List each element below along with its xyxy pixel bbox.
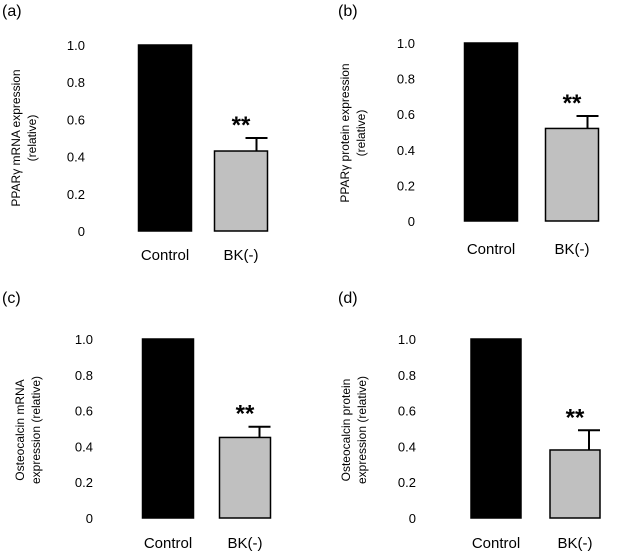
panel-b-error-bar xyxy=(576,114,599,129)
panel-a-ytick-label: 0.8 xyxy=(67,75,85,90)
panel-a-ylabel-line2: (relative) xyxy=(25,115,39,162)
panel-c-category-label: BK(-) xyxy=(228,535,263,552)
panel-d-plot: 0 0.2 0.4 0.6 0.8 1.0 Control ** BK(-) xyxy=(398,332,601,552)
panel-d-bar-control xyxy=(470,338,522,519)
panel-d-bar-bk xyxy=(549,449,601,519)
panel-b-bar-bk xyxy=(544,127,600,222)
panel-b-ytick-label: 0 xyxy=(408,214,415,229)
panel-d: (d) Osteocalcin protein expression (rela… xyxy=(338,290,601,552)
panel-d-significance-label: ** xyxy=(566,404,585,431)
panel-c-ylabel-line2: expression (relative) xyxy=(29,376,43,484)
panel-b-label: (b) xyxy=(338,3,358,20)
panel-a-significance-label: ** xyxy=(232,112,251,139)
panel-a-plot: 0 0.2 0.4 0.6 0.8 1.0 Control ** BK(-) xyxy=(67,38,269,264)
panel-d-ytick-label: 0.8 xyxy=(398,368,416,383)
panel-b-ytick-label: 1.0 xyxy=(397,36,415,51)
panel-a-category-label: Control xyxy=(141,247,189,264)
panel-b-ylabel-line2: (relative) xyxy=(354,110,368,157)
panel-d-ytick-label: 0 xyxy=(409,511,416,526)
panel-c-ytick-label: 0.6 xyxy=(75,404,93,419)
panel-b-category-label: Control xyxy=(467,241,515,258)
panel-a-category-label: BK(-) xyxy=(224,247,259,264)
panel-d-ytick-label: 0.6 xyxy=(398,404,416,419)
panel-c-ylabel-line1: Osteocalcin mRNA xyxy=(13,379,27,480)
panel-c-ytick-label: 0 xyxy=(86,511,93,526)
panel-d-label: (d) xyxy=(338,290,358,307)
panel-d-ylabel-line2: expression (relative) xyxy=(355,376,369,484)
panel-c-ytick-label: 0.8 xyxy=(75,368,93,383)
panel-a-ytick-label: 1.0 xyxy=(67,38,85,53)
panel-d-ytick-label: 0.4 xyxy=(398,439,416,454)
panel-d-ytick-label: 0.2 xyxy=(398,475,416,490)
panel-c-plot: 0 0.2 0.4 0.6 0.8 1.0 Control ** BK(-) xyxy=(75,332,272,552)
panel-d-category-label: BK(-) xyxy=(558,535,593,552)
panel-d-category-label: Control xyxy=(472,535,520,552)
panel-a: (a) PPARγ mRNA expression (relative) 0 0.… xyxy=(2,3,269,264)
panel-b-plot: 0 0.2 0.4 0.6 0.8 1.0 Control ** BK(-) xyxy=(397,36,600,258)
panel-a-ytick-label: 0.6 xyxy=(67,112,85,127)
panel-b-ytick-label: 0.8 xyxy=(397,72,415,87)
panel-a-ytick-label: 0.4 xyxy=(67,150,85,165)
panel-a-ytick-label: 0.2 xyxy=(67,187,85,202)
panel-c-label: (c) xyxy=(2,290,21,307)
panel-c-ytick-label: 1.0 xyxy=(75,332,93,347)
panel-c-significance-label: ** xyxy=(236,401,255,428)
panel-d-error-bar xyxy=(578,429,600,450)
panel-c-category-label: Control xyxy=(144,535,192,552)
panel-a-error-bar xyxy=(245,137,268,152)
panel-a-bar-control xyxy=(137,44,193,232)
panel-c-ytick-label: 0.4 xyxy=(75,439,93,454)
panel-b: (b) PPARγ protein expression (relative) … xyxy=(338,3,600,258)
panel-a-ylabel-line1: PPARγ mRNA expression xyxy=(9,69,23,206)
panel-c: (c) Osteocalcin mRNA expression (relativ… xyxy=(2,290,272,552)
panel-b-ytick-label: 0.4 xyxy=(397,143,415,158)
panel-a-label: (a) xyxy=(2,3,22,20)
panel-d-ytick-label: 1.0 xyxy=(398,332,416,347)
panel-b-category-label: BK(-) xyxy=(555,241,590,258)
panel-b-ylabel-line1: PPARγ protein expression xyxy=(338,63,352,202)
panel-c-bar-control xyxy=(141,338,195,519)
panel-d-ylabel-line1: Osteocalcin protein xyxy=(339,379,353,482)
panel-a-ytick-label: 0 xyxy=(78,224,85,239)
panel-b-ytick-label: 0.6 xyxy=(397,107,415,122)
panel-c-ytick-label: 0.2 xyxy=(75,475,93,490)
panel-a-bar-bk xyxy=(213,150,269,232)
panel-c-error-bar xyxy=(248,425,271,438)
panel-c-bar-bk xyxy=(218,436,272,519)
panel-b-significance-label: ** xyxy=(563,90,582,117)
panel-b-ytick-label: 0.2 xyxy=(397,178,415,193)
panel-b-bar-control xyxy=(463,42,519,222)
